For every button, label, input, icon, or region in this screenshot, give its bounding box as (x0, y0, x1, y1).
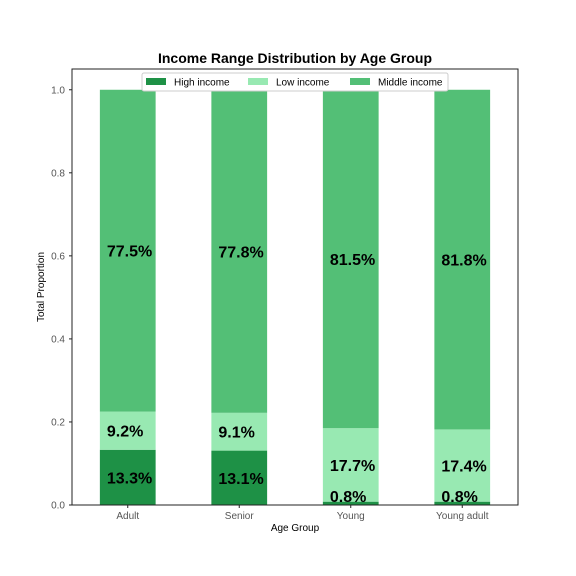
legend-label: Middle income (378, 78, 443, 89)
data-label: 81.5% (330, 252, 375, 269)
bar-segment (434, 429, 491, 502)
data-label: 17.7% (330, 458, 375, 475)
y-axis-label: Total Proportion (36, 252, 47, 322)
plot-area: 13.3% 9.2% 77.5% 13.1% 9.1% 77.8% 0.8% 17.7% 81.… (51, 68, 519, 522)
bar-segment (99, 89, 156, 412)
bar-segment (322, 501, 379, 505)
y-tick-label: 0.6 (51, 251, 65, 262)
bar-segment (434, 501, 491, 505)
y-tick-label: 0.0 (51, 501, 65, 512)
data-label: 13.1% (218, 471, 263, 488)
bar-segment (211, 450, 268, 505)
legend-swatch (350, 78, 370, 85)
data-label: 17.4% (441, 459, 486, 476)
legend-box (141, 72, 449, 92)
legend-label: Low income (276, 78, 330, 89)
data-label: 77.8% (218, 244, 263, 261)
data-label: 9.2% (107, 424, 143, 441)
bar-segment (99, 449, 156, 505)
legend: High income Low income Middle income (141, 72, 449, 92)
x-tick-label: Senior (225, 511, 255, 522)
legend-swatch (248, 78, 268, 85)
bar-segment (434, 89, 491, 430)
data-label: 81.8% (441, 253, 486, 270)
legend-label: High income (174, 78, 230, 89)
data-label: 77.5% (107, 244, 152, 261)
bar-segment (211, 89, 268, 413)
bar-segment (211, 412, 268, 451)
chart-title: Income Range Distribution by Age Group (158, 50, 432, 66)
y-tick-label: 0.8 (51, 168, 65, 179)
data-label: 9.1% (218, 425, 254, 442)
x-tick-label: Adult (116, 511, 139, 522)
axes-frame (71, 68, 519, 506)
x-tick-label: Young adult (436, 511, 489, 522)
y-tick-label: 1.0 (51, 85, 65, 96)
x-axis-label: Age Group (271, 523, 320, 534)
legend-swatch (146, 78, 166, 85)
bar-segment (322, 428, 379, 502)
data-label: 13.3% (107, 470, 152, 487)
data-label: 0.8% (441, 489, 477, 506)
x-tick-label: Young (337, 511, 365, 522)
bar-segment (322, 89, 379, 429)
data-label: 0.8% (330, 489, 366, 506)
y-tick-label: 0.4 (51, 334, 65, 345)
y-tick-label: 0.2 (51, 417, 65, 428)
bar-segment (99, 411, 156, 450)
